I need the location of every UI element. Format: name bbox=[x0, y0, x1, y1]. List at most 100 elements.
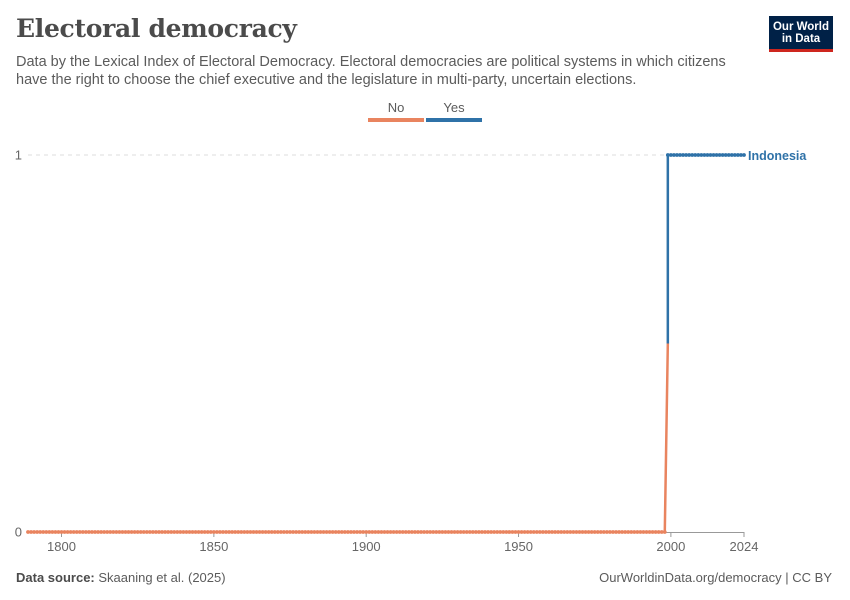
x-tick-label-1850: 1850 bbox=[199, 539, 228, 554]
data-point-1810 bbox=[90, 530, 94, 534]
data-point-1955 bbox=[531, 530, 536, 534]
data-point-1939 bbox=[483, 530, 487, 534]
data-point-1829 bbox=[147, 530, 152, 534]
data-point-1909 bbox=[391, 530, 396, 534]
data-point-2008 bbox=[693, 153, 698, 157]
data-point-1837 bbox=[172, 530, 177, 534]
data-point-1962 bbox=[553, 530, 557, 534]
data-point-1848 bbox=[205, 530, 210, 534]
data-point-1927 bbox=[446, 530, 451, 534]
data-point-1877 bbox=[294, 530, 299, 534]
y-tick-label-0: 0 bbox=[15, 525, 22, 540]
data-point-1847 bbox=[202, 530, 207, 534]
data-point-1982 bbox=[614, 530, 618, 534]
data-point-1796 bbox=[47, 530, 52, 534]
data-point-1932 bbox=[461, 530, 466, 534]
legend-label-no: No bbox=[387, 100, 405, 115]
data-point-1880 bbox=[303, 530, 308, 534]
x-tick-label-2024: 2024 bbox=[730, 539, 759, 554]
data-point-1844 bbox=[193, 530, 198, 534]
data-point-1884 bbox=[315, 530, 320, 534]
data-point-1959 bbox=[544, 530, 548, 534]
data-point-1926 bbox=[443, 530, 448, 534]
data-point-1817 bbox=[111, 530, 116, 534]
data-point-1795 bbox=[44, 530, 49, 534]
data-point-1825 bbox=[135, 530, 140, 534]
data-point-1819 bbox=[117, 530, 122, 534]
data-point-1890 bbox=[333, 530, 338, 534]
data-point-1987 bbox=[629, 530, 634, 534]
data-point-1882 bbox=[309, 530, 314, 534]
data-point-1970 bbox=[577, 530, 582, 534]
data-point-1859 bbox=[239, 530, 244, 534]
data-point-2006 bbox=[687, 153, 692, 157]
data-point-1809 bbox=[87, 530, 91, 534]
data-point-1797 bbox=[50, 530, 55, 534]
series-line-no bbox=[28, 343, 670, 534]
data-point-1942 bbox=[492, 530, 497, 534]
data-point-1814 bbox=[102, 530, 107, 534]
data-point-1897 bbox=[355, 530, 359, 534]
data-point-1951 bbox=[519, 530, 524, 534]
data-point-1881 bbox=[306, 530, 311, 534]
legend-swatch-no bbox=[368, 118, 424, 122]
data-point-1974 bbox=[589, 530, 594, 534]
data-point-1799 bbox=[56, 530, 61, 534]
data-point-1963 bbox=[556, 530, 561, 534]
data-point-2017 bbox=[720, 153, 725, 157]
logo-line-1: Our World bbox=[772, 20, 829, 33]
data-point-2009 bbox=[696, 153, 701, 157]
x-tick-label-1800: 1800 bbox=[47, 539, 76, 554]
data-point-1833 bbox=[160, 530, 164, 534]
data-point-1925 bbox=[440, 530, 445, 534]
data-point-2010 bbox=[699, 153, 704, 157]
data-point-1827 bbox=[141, 530, 146, 534]
data-point-1991 bbox=[641, 530, 646, 534]
data-point-1930 bbox=[455, 530, 460, 534]
data-point-1931 bbox=[458, 530, 463, 534]
data-point-1793 bbox=[38, 530, 43, 534]
data-point-1900 bbox=[364, 530, 369, 534]
data-point-1921 bbox=[428, 530, 433, 534]
data-point-1989 bbox=[635, 530, 640, 534]
data-point-1822 bbox=[126, 530, 131, 534]
data-point-1834 bbox=[163, 530, 168, 534]
data-point-1990 bbox=[638, 530, 643, 534]
x-tick-label-1950: 1950 bbox=[504, 539, 533, 554]
data-point-1992 bbox=[644, 530, 649, 534]
legend-item-yes[interactable]: Yes bbox=[425, 100, 483, 122]
chart-subtitle: Data by the Lexical Index of Electoral D… bbox=[16, 54, 726, 88]
legend-item-no[interactable]: No bbox=[367, 100, 425, 122]
data-point-1811 bbox=[93, 530, 97, 534]
y-tick-label-1: 1 bbox=[15, 148, 22, 163]
data-point-1936 bbox=[473, 530, 478, 534]
logo-line-2: in Data bbox=[781, 32, 821, 45]
data-source: Data source: Skaaning et al. (2025) bbox=[16, 570, 226, 585]
data-point-1976 bbox=[595, 530, 600, 534]
data-point-1977 bbox=[598, 530, 603, 534]
data-point-1958 bbox=[541, 530, 545, 534]
data-point-1912 bbox=[400, 530, 405, 534]
data-point-1957 bbox=[537, 530, 542, 534]
data-point-1947 bbox=[507, 530, 512, 534]
data-point-1893 bbox=[342, 530, 347, 534]
data-point-1826 bbox=[138, 530, 143, 534]
data-point-1853 bbox=[221, 530, 225, 534]
footer-url[interactable]: OurWorldinData.org/democracy | CC BY bbox=[599, 570, 832, 585]
data-point-1866 bbox=[260, 530, 265, 534]
data-point-1984 bbox=[620, 530, 625, 534]
data-point-1813 bbox=[99, 530, 104, 534]
data-point-1948 bbox=[510, 530, 515, 534]
data-source-text[interactable]: Skaaning et al. (2025) bbox=[98, 570, 226, 585]
data-point-1924 bbox=[437, 530, 442, 534]
data-point-1823 bbox=[129, 530, 134, 534]
data-point-2022 bbox=[736, 153, 740, 157]
data-point-1843 bbox=[190, 530, 195, 534]
data-point-2020 bbox=[729, 153, 734, 157]
data-point-2023 bbox=[739, 153, 743, 157]
legend-label-yes: Yes bbox=[443, 100, 465, 115]
data-point-1922 bbox=[431, 530, 436, 534]
owid-logo[interactable]: Our World in Data bbox=[769, 16, 833, 52]
data-point-1998 bbox=[662, 530, 667, 534]
